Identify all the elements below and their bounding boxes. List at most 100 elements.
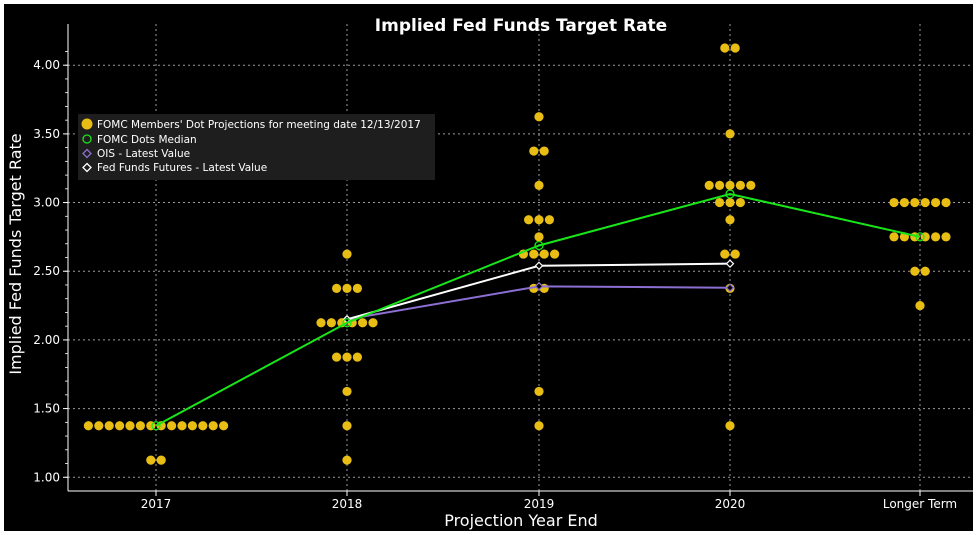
dot-projection [735,180,746,190]
dot-projection [332,352,342,362]
dot-projection [725,129,735,139]
dot-projection [358,318,368,328]
legend-ois-marker [82,148,92,159]
x-tick-label: 2019 [524,497,555,511]
legend-label-futures: Fed Funds Futures - Latest Value [97,162,267,174]
dot-projection [332,283,342,294]
series-point-ois [725,283,735,293]
dot-projection [342,283,352,294]
dot-projection [326,318,336,328]
dot-projection [177,421,187,431]
dot-projection [534,215,544,225]
dot-projection [704,180,714,190]
dot-projection [368,318,378,328]
y-axis-label: Implied Fed Funds Target Rate [6,133,25,374]
dot-projection [725,197,735,208]
dot-projection [941,232,951,242]
dot-projection [550,249,560,259]
dot-projection [83,421,93,431]
x-tick-label: 2020 [715,497,746,511]
y-tick-label: 3.50 [33,127,60,141]
series-line-median [155,192,921,427]
y-tick-label: 2.50 [33,264,60,278]
dot-projection [715,180,725,190]
dot-projection [342,352,352,362]
dot-projection [941,197,951,208]
x-axis-label: Projection Year End [444,511,598,530]
chart: Implied Fed Funds Target Rate 1.00 1.50 2.… [6,16,973,530]
series-point-median [342,318,352,328]
x-tick-label: 2017 [141,497,172,511]
legend-background [78,114,435,180]
dot-projection [534,180,544,190]
dot-projection [524,215,534,225]
y-tick-label: 4.00 [33,58,60,72]
axes [67,24,973,492]
dot-projection [539,249,549,259]
series-point-median [534,240,544,251]
dot-projection [539,146,549,156]
dot-projection [720,43,730,53]
series-point-ois [534,281,544,291]
y-tick-label: 3.00 [33,196,60,210]
series-point-median [725,189,735,199]
series-point-futures [725,259,735,269]
dot-projection [534,386,544,397]
dot-projection [725,421,735,431]
dot-projection [534,112,544,122]
dot-projections [83,43,951,465]
legend-futures-marker [82,162,92,173]
dot-projection [342,455,352,465]
dot-projection [910,266,920,276]
dot-projection [529,146,539,156]
series-point-median [915,232,925,242]
dot-projection [534,421,544,431]
dot-projection [920,266,930,276]
dot-projection [899,197,910,208]
dot-projection [746,180,756,190]
dot-projection [931,197,941,208]
y-tick-label: 1.50 [33,402,60,416]
y-tick-label: 1.00 [33,470,60,484]
dot-projection [342,249,352,259]
dot-projection [198,421,208,431]
dot-projection [115,421,125,431]
legend-label-dots: FOMC Members' Dot Projections for meetin… [97,119,421,131]
series-point-median [151,421,161,431]
dot-projection [342,421,352,431]
chart-title: Implied Fed Funds Target Rate [375,16,667,36]
dot-projection [135,421,145,431]
dot-projection [316,318,326,328]
legend-dot-marker [81,118,93,130]
dot-projection [94,421,104,431]
legend-median-marker [82,134,92,144]
dot-projection [208,421,218,431]
dot-projection [715,197,725,208]
dot-projection [187,421,197,431]
legend-label-ois: OIS - Latest Value [97,148,190,160]
dot-projection [342,386,352,397]
dot-projection [352,352,362,362]
dot-projection [720,249,730,259]
y-tick-label: 2.00 [33,333,60,347]
series-point-futures [534,261,544,271]
dot-projection [730,43,740,53]
dot-projection [931,232,941,242]
dot-projection [352,283,362,294]
x-tick-label: Longer Term [883,497,957,511]
dot-projection [910,197,920,208]
dot-projection [920,197,930,208]
dot-projection [529,249,539,259]
dot-projection [146,455,156,465]
dot-projection [725,215,735,225]
dot-projection [915,300,925,311]
dot-projection [125,421,135,431]
dot-projection [219,421,229,431]
series-lines [151,189,925,431]
dot-projection [730,249,740,259]
dot-projection [889,197,899,208]
tick-labels: 1.00 1.50 2.00 2.50 3.00 3.50 4.00 2017 2018 2019… [33,58,957,511]
dot-projection [725,180,735,190]
dot-projection [544,215,555,225]
x-tick-label: 2018 [332,497,363,511]
